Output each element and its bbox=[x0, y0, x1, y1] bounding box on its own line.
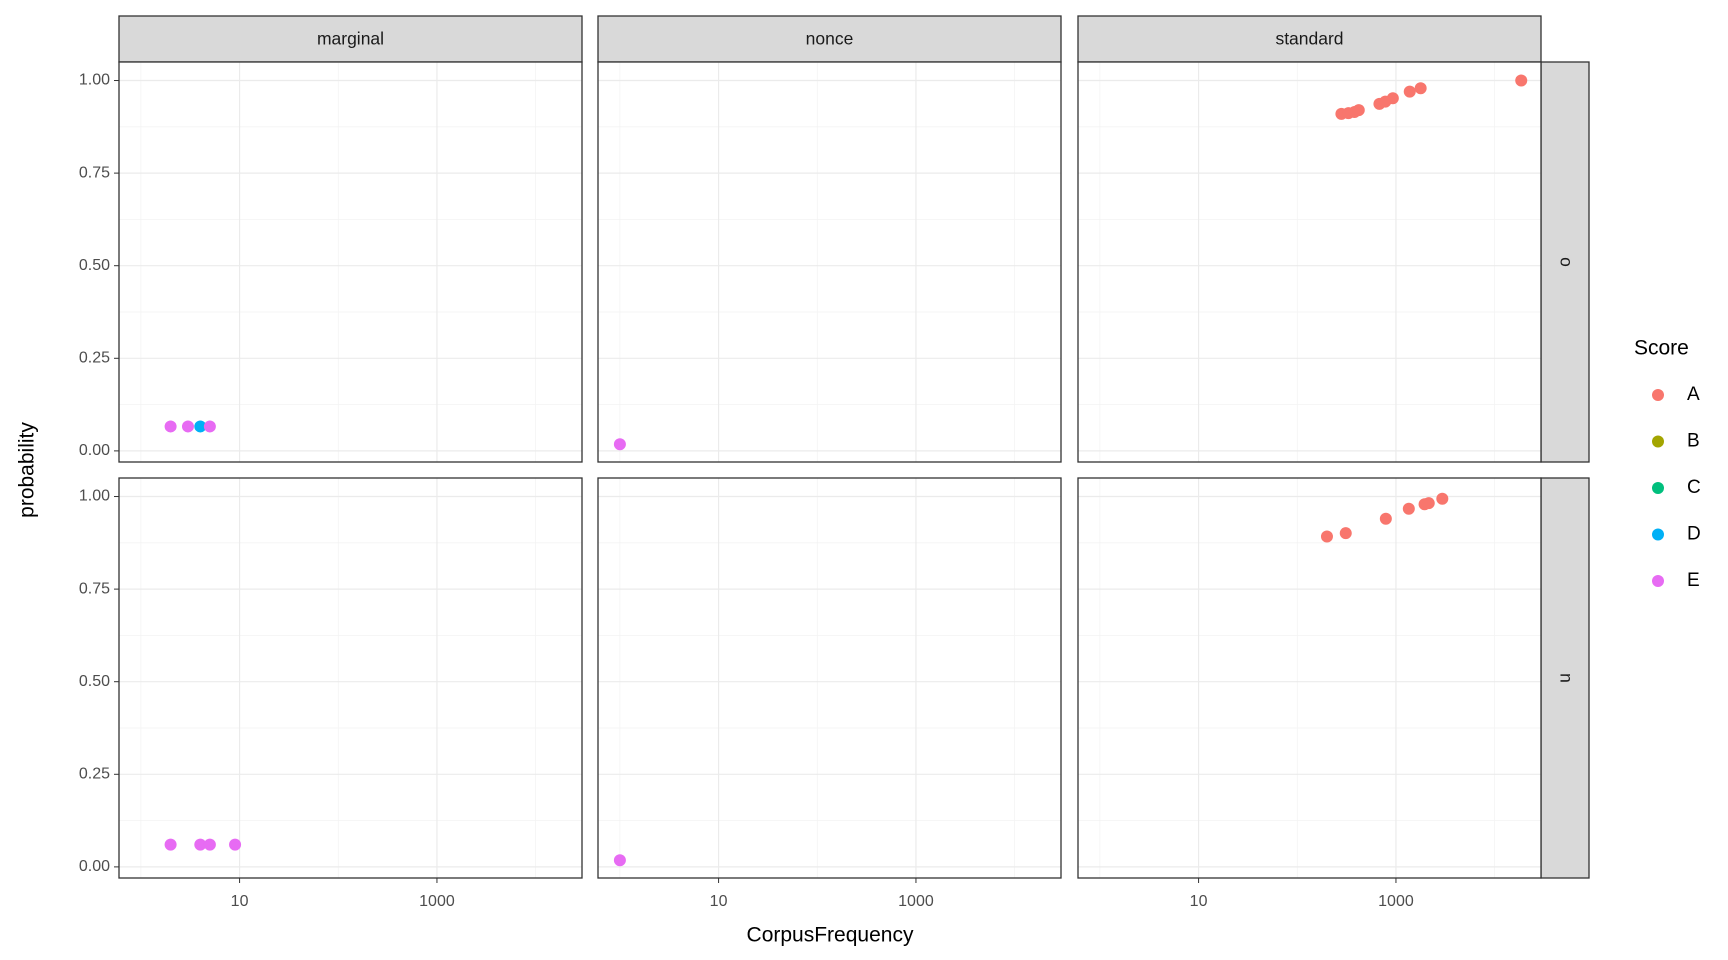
data-point bbox=[1403, 85, 1416, 98]
y-tick-label: 0.25 bbox=[79, 350, 110, 367]
facet-label: nonce bbox=[806, 29, 854, 49]
legend-label: E bbox=[1687, 570, 1700, 591]
legend-marker bbox=[1652, 482, 1664, 494]
data-point bbox=[1436, 492, 1449, 505]
panel-background bbox=[598, 478, 1061, 878]
x-tick-label: 1000 bbox=[419, 893, 455, 910]
facet-strip bbox=[1540, 477, 1590, 879]
legend-title: Score bbox=[1634, 337, 1689, 360]
y-tick-label: 0.00 bbox=[79, 442, 110, 459]
facet-strip bbox=[118, 15, 583, 63]
y-tick-label: 0.50 bbox=[79, 673, 110, 690]
y-axis-title: probability bbox=[16, 422, 39, 518]
x-tick-label: 1000 bbox=[898, 893, 934, 910]
panel-border bbox=[597, 61, 1062, 463]
data-point bbox=[194, 838, 207, 851]
x-tick-label: 10 bbox=[1190, 893, 1208, 910]
panel-border bbox=[1077, 61, 1542, 463]
legend-label: C bbox=[1687, 477, 1701, 498]
legend-label: D bbox=[1687, 524, 1701, 545]
legend-label: A bbox=[1687, 384, 1700, 405]
data-point bbox=[203, 838, 216, 851]
panel-background bbox=[598, 62, 1061, 462]
legend-marker bbox=[1652, 528, 1664, 541]
facet-label: n bbox=[1556, 673, 1576, 683]
data-point bbox=[613, 438, 626, 451]
x-tick-label: 10 bbox=[231, 893, 249, 910]
y-tick-label: 0.75 bbox=[79, 580, 110, 597]
legend-marker bbox=[1652, 435, 1664, 448]
data-point bbox=[229, 838, 242, 851]
data-point bbox=[1414, 82, 1427, 95]
data-point bbox=[181, 420, 194, 433]
data-point bbox=[1352, 104, 1365, 117]
x-tick-label: 10 bbox=[710, 893, 728, 910]
panel-background bbox=[119, 62, 582, 462]
facet-label: o bbox=[1556, 257, 1576, 267]
y-tick-label: 1.00 bbox=[79, 72, 110, 89]
data-point bbox=[1422, 497, 1435, 510]
y-tick-label: 0.50 bbox=[79, 257, 110, 274]
panel-background bbox=[1078, 478, 1541, 878]
facet-label: standard bbox=[1275, 29, 1343, 49]
legend-marker bbox=[1652, 389, 1664, 401]
data-point bbox=[194, 420, 207, 433]
data-point bbox=[1320, 530, 1333, 543]
data-point bbox=[613, 854, 626, 867]
data-point bbox=[1386, 92, 1399, 105]
facet-label: marginal bbox=[317, 29, 384, 49]
facet-strip bbox=[1077, 15, 1542, 63]
panel-background bbox=[119, 478, 582, 878]
data-point bbox=[1515, 74, 1528, 87]
x-tick-label: 1000 bbox=[1378, 893, 1414, 910]
data-point bbox=[1339, 527, 1352, 540]
facet-strip bbox=[597, 15, 1062, 63]
panel-border bbox=[118, 61, 583, 463]
y-tick-label: 0.00 bbox=[79, 858, 110, 875]
y-tick-label: 0.25 bbox=[79, 766, 110, 783]
data-point bbox=[164, 838, 177, 851]
y-tick-label: 0.75 bbox=[79, 164, 110, 181]
x-axis-title: CorpusFrequency bbox=[747, 924, 914, 947]
data-point bbox=[1379, 512, 1392, 525]
panel-border bbox=[1077, 477, 1542, 879]
data-point bbox=[164, 420, 177, 433]
panel-border bbox=[118, 477, 583, 879]
panel-border bbox=[597, 477, 1062, 879]
legend-label: B bbox=[1687, 431, 1700, 452]
y-tick-label: 1.00 bbox=[79, 488, 110, 505]
panel-background bbox=[1078, 62, 1541, 462]
data-point bbox=[203, 420, 216, 433]
data-point bbox=[1402, 502, 1415, 515]
facet-strip bbox=[1540, 61, 1590, 463]
legend-marker bbox=[1652, 575, 1664, 587]
